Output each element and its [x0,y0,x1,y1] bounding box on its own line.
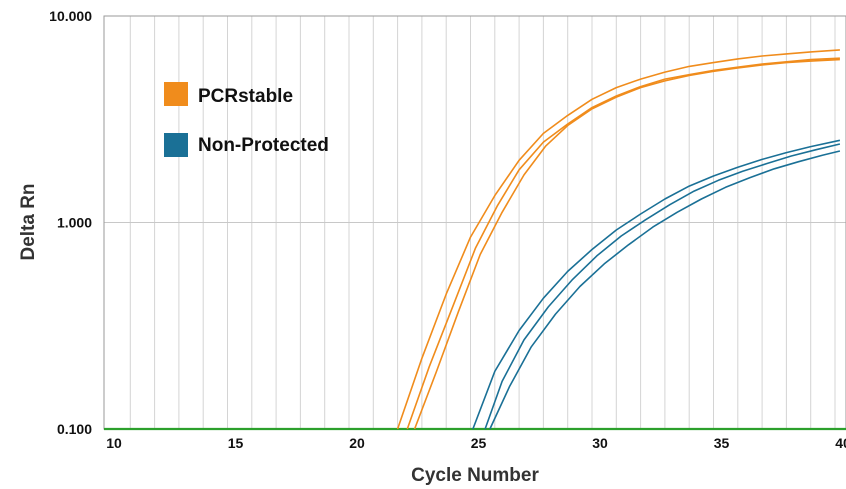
pcrstable-curve-1 [396,49,840,430]
y-axis-title: Delta Rn [18,183,39,260]
legend-label-pcrstable: PCRstable [198,86,293,107]
pcrstable-curve-3 [413,58,840,430]
x-axis-title: Cycle Number [411,465,539,486]
non-protected-curve-5 [484,143,841,430]
x-tick-label: 30 [592,435,608,451]
x-axis-ticks: 10 15 20 25 30 35 40 [106,435,846,451]
x-tick-label: 10 [106,435,122,451]
legend-swatch-pcrstable [164,82,188,106]
y-tick-label: 0.100 [57,421,92,437]
y-tick-label: 10.000 [49,8,92,24]
legend-label-non-protected: Non-Protected [198,135,329,156]
non-protected-curve-6 [489,150,841,430]
grid [104,15,846,430]
x-tick-label: 35 [714,435,730,451]
legend: PCRstable Non-Protected [164,82,329,157]
non-protected-curve-4 [472,139,841,430]
x-tick-label: 25 [471,435,487,451]
x-tick-label: 40 [835,435,846,451]
legend-swatch-non-protected [164,133,188,157]
x-tick-label: 20 [349,435,365,451]
pcrstable-curve-2 [406,57,840,430]
y-axis-ticks: 0.100 1.000 10.000 [49,8,92,437]
y-tick-label: 1.000 [57,215,92,231]
amplification-curves [396,49,841,430]
x-tick-label: 15 [228,435,244,451]
